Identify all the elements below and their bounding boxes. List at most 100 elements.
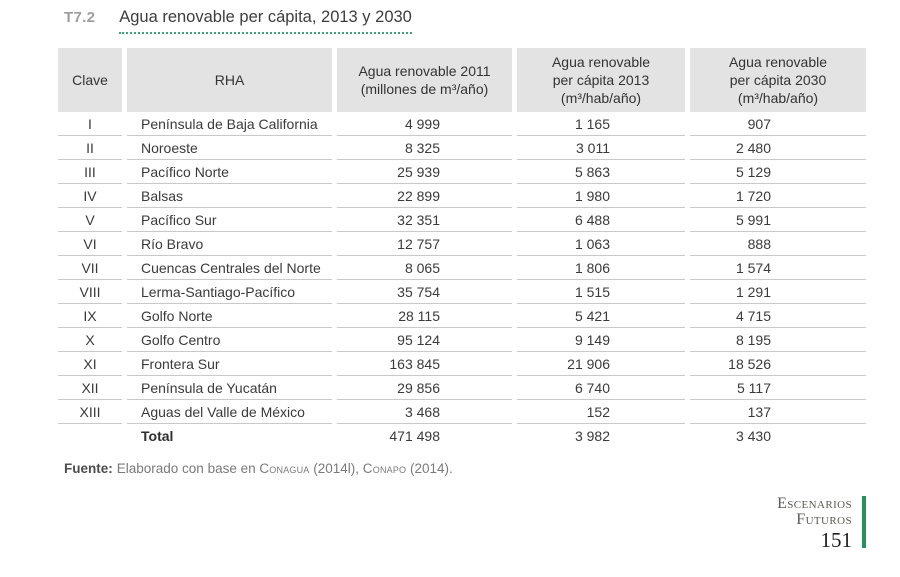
cell-total-label: Total — [141, 427, 174, 444]
cell-rha: Golfo Centro — [127, 328, 332, 352]
table-row: X Golfo Centro 95 124 9 149 8 195 — [58, 328, 866, 352]
cell-agua-2011: 32 351 — [337, 208, 512, 232]
cell-agua-2011: 29 856 — [337, 376, 512, 400]
cell-percapita-2013: 1 806 — [517, 256, 685, 280]
cell-percapita-2013: 152 — [517, 400, 685, 424]
cell-percapita-2030: 3 430 — [735, 427, 771, 444]
cell-clave: II — [58, 136, 122, 160]
cell-rha: Balsas — [127, 184, 332, 208]
cell-clave — [58, 424, 122, 447]
cell-percapita-2013: 1 515 — [517, 280, 685, 304]
cell-clave: VII — [58, 256, 122, 280]
table-row: VI Río Bravo 12 757 1 063 888 — [58, 232, 866, 256]
cell-agua-2011: 3 468 — [337, 400, 512, 424]
cell-rha: Península de Yucatán — [127, 376, 332, 400]
cell-rha: Lerma-Santiago-Pacífico — [127, 280, 332, 304]
cell-clave: V — [58, 208, 122, 232]
table-title-block: T7.2 Agua renovable per cápita, 2013 y 2… — [64, 8, 412, 34]
cell-percapita-2013: 1 165 — [517, 112, 685, 136]
table-row: XII Península de Yucatán 29 856 6 740 5 … — [58, 376, 866, 400]
cell-rha: Río Bravo — [127, 232, 332, 256]
col-header-percapita-2030: Agua renovable per cápita 2030 (m³/hab/a… — [690, 48, 866, 112]
cell-agua-2011: 35 754 — [337, 280, 512, 304]
cell-percapita-2030: 2 480 — [690, 136, 866, 160]
cell-clave: XI — [58, 352, 122, 376]
cell-percapita-2013: 6 488 — [517, 208, 685, 232]
cell-clave: X — [58, 328, 122, 352]
col-header-percapita-2013: Agua renovable per cápita 2013 (m³/hab/a… — [517, 48, 685, 112]
cell-agua-2011: 8 325 — [337, 136, 512, 160]
source-text-part: Elaborado con base en — [116, 461, 260, 476]
cell-clave: IX — [58, 304, 122, 328]
table-row: II Noroeste 8 325 3 011 2 480 — [58, 136, 866, 160]
cell-percapita-2013: 5 863 — [517, 160, 685, 184]
chapter-name-line2: Futuros — [796, 511, 852, 528]
cell-percapita-2030: 5 129 — [690, 160, 866, 184]
cell-percapita-2030: 5 991 — [690, 208, 866, 232]
cell-percapita-2013: 21 906 — [517, 352, 685, 376]
cell-percapita-2013: 1 063 — [517, 232, 685, 256]
cell-agua-2011: 22 899 — [337, 184, 512, 208]
cell-clave: IV — [58, 184, 122, 208]
cell-agua-2011: 8 065 — [337, 256, 512, 280]
table-row: V Pacífico Sur 32 351 6 488 5 991 — [58, 208, 866, 232]
source-note: Fuente: Elaborado con base en Conagua (20… — [64, 461, 453, 476]
cell-percapita-2013: 3 011 — [517, 136, 685, 160]
col-header-clave: Clave — [58, 48, 122, 112]
source-text-part: (2014l), — [309, 461, 363, 476]
cell-percapita-2030: 137 — [690, 400, 866, 424]
cell-agua-2011: 12 757 — [337, 232, 512, 256]
cell-rha: Península de Baja California — [127, 112, 332, 136]
footer-text-block: Escenarios Futuros 151 — [777, 495, 862, 553]
table-row: VII Cuencas Centrales del Norte 8 065 1 … — [58, 256, 866, 280]
cell-percapita-2030: 1 291 — [690, 280, 866, 304]
cell-agua-2011: 4 999 — [337, 112, 512, 136]
col-header-agua-2011: Agua renovable 2011 (millones de m³/año) — [337, 48, 512, 112]
cell-percapita-2013: 9 149 — [517, 328, 685, 352]
cell-percapita-2013: 3 982 — [574, 427, 610, 444]
cell-percapita-2030: 1 720 — [690, 184, 866, 208]
cell-rha: Cuencas Centrales del Norte — [127, 256, 332, 280]
col-header-rha: RHA — [127, 48, 332, 112]
cell-percapita-2030: 888 — [690, 232, 866, 256]
cell-clave: VI — [58, 232, 122, 256]
source-org-conagua: Conagua — [259, 461, 310, 476]
cell-percapita-2030: 1 574 — [690, 256, 866, 280]
cell-agua-2011: 28 115 — [337, 304, 512, 328]
page-number: 151 — [820, 528, 853, 552]
cell-percapita-2013: 1 980 — [517, 184, 685, 208]
cell-rha: Noroeste — [127, 136, 332, 160]
cell-clave: VIII — [58, 280, 122, 304]
page-footer: Escenarios Futuros 151 — [777, 496, 866, 552]
cell-clave: I — [58, 112, 122, 136]
cell-percapita-2030: 907 — [690, 112, 866, 136]
cell-rha: Frontera Sur — [127, 352, 332, 376]
cell-rha: Pacífico Sur — [127, 208, 332, 232]
footer-green-bar — [862, 496, 866, 548]
table-row: VIII Lerma-Santiago-Pacífico 35 754 1 51… — [58, 280, 866, 304]
table-number-tag: T7.2 — [64, 9, 96, 26]
table-row: XI Frontera Sur 163 845 21 906 18 526 — [58, 352, 866, 376]
table-row: I Península de Baja California 4 999 1 1… — [58, 112, 866, 136]
water-renewable-table-wrap: Clave RHA Agua renovable 2011 (millones … — [53, 48, 871, 447]
cell-clave: XIII — [58, 400, 122, 424]
cell-rha: Golfo Norte — [127, 304, 332, 328]
table-total-row: Total 471 498 3 982 3 430 — [58, 424, 866, 447]
cell-rha: Aguas del Valle de México — [127, 400, 332, 424]
source-text-part: (2014). — [406, 461, 453, 476]
cell-percapita-2013: 5 421 — [517, 304, 685, 328]
cell-clave: XII — [58, 376, 122, 400]
table-row: IV Balsas 22 899 1 980 1 720 — [58, 184, 866, 208]
cell-agua-2011: 95 124 — [337, 328, 512, 352]
water-renewable-table: Clave RHA Agua renovable 2011 (millones … — [53, 48, 871, 447]
cell-rha: Pacífico Norte — [127, 160, 332, 184]
source-org-conapo: Conapo — [362, 461, 407, 476]
chapter-name-line1: Escenarios — [777, 495, 852, 512]
cell-percapita-2013: 6 740 — [517, 376, 685, 400]
cell-percapita-2030: 18 526 — [690, 352, 866, 376]
cell-clave: III — [58, 160, 122, 184]
table-row: XIII Aguas del Valle de México 3 468 152… — [58, 400, 866, 424]
cell-agua-2011: 163 845 — [337, 352, 512, 376]
cell-percapita-2030: 8 195 — [690, 328, 866, 352]
